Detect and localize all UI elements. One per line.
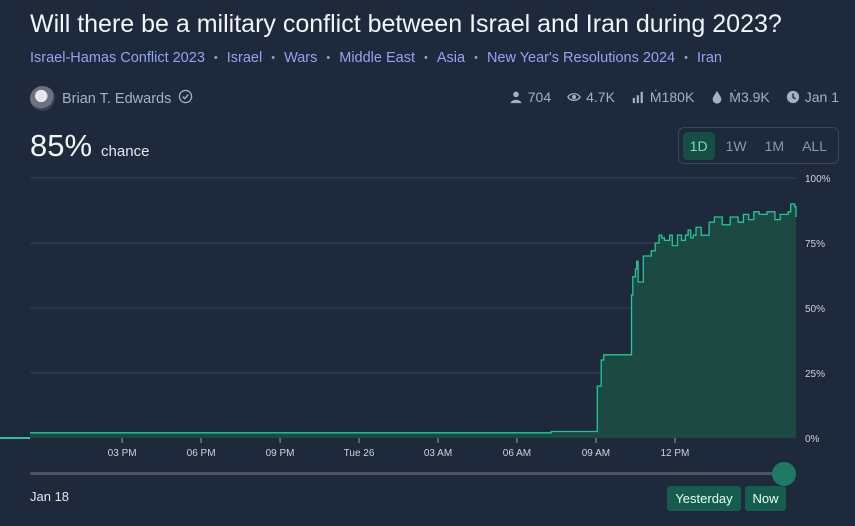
time-slider-track[interactable]: [30, 472, 782, 475]
time-range-selector: 1D 1W 1M ALL: [677, 127, 839, 164]
x-tick-label: 03 PM: [108, 448, 137, 459]
tag-link[interactable]: Wars: [284, 50, 318, 66]
tag-separator: •: [271, 52, 276, 64]
user-icon: [510, 91, 521, 104]
eye-icon: [567, 93, 582, 101]
probability-label: chance: [101, 143, 150, 160]
probability-value: 85%: [30, 128, 93, 163]
yesterday-button[interactable]: Yesterday: [667, 486, 741, 511]
probability-display: 85% chance: [30, 128, 149, 164]
clock-icon: [786, 90, 799, 104]
droplet-icon: [712, 90, 722, 104]
volume-amount: Ṁ180K: [649, 89, 695, 105]
probability-chart[interactable]: 0% 25% 50% 75% 100% 03 PM 06 PM 09 PM Tue 26 03 A…: [0, 170, 855, 470]
tag-link[interactable]: Asia: [436, 50, 466, 66]
x-tick-label: 09 AM: [582, 448, 610, 459]
stats-bar: 704 4.7K Ṁ180K Ṁ3.9K: [509, 89, 839, 105]
tag-separator: •: [213, 52, 218, 64]
volume-stat: Ṁ180K: [631, 89, 694, 105]
y-tick-label: 50%: [805, 304, 825, 315]
traders-count: 704: [527, 89, 552, 105]
slider-start-date: Jan 18: [30, 489, 70, 504]
tag-separator: •: [474, 52, 478, 64]
chart-svg: 0% 25% 50% 75% 100% 03 PM 06 PM 09 PM Tue 26 03 A…: [0, 174, 831, 459]
x-tick-label: 06 AM: [503, 448, 531, 459]
liquidity-amount: Ṁ3.9K: [729, 89, 770, 105]
range-button-1m[interactable]: 1M: [764, 137, 785, 154]
probability-line: [30, 203, 797, 434]
market-title: Will there be a military conflict betwee…: [30, 10, 782, 38]
x-tick-label: Tue 26: [344, 448, 375, 459]
x-tick-label: 09 PM: [266, 448, 295, 459]
bar-chart-icon: [632, 91, 643, 104]
verified-check-icon: [178, 89, 193, 108]
author-row[interactable]: Brian T. Edwards: [30, 86, 193, 111]
x-tick-label: 12 PM: [660, 448, 689, 459]
y-tick-label: 25%: [805, 369, 825, 380]
tag-link[interactable]: Israel-Hamas Conflict 2023: [30, 50, 205, 66]
y-tick-label: 0%: [805, 434, 820, 445]
x-tick-label: 03 AM: [424, 448, 452, 459]
author-name[interactable]: Brian T. Edwards: [62, 90, 172, 107]
close-date-stat: Jan 1: [786, 89, 839, 105]
now-button[interactable]: Now: [745, 486, 786, 511]
avatar[interactable]: [30, 86, 55, 111]
tag-link[interactable]: New Year's Resolutions 2024: [486, 50, 676, 66]
range-button-all[interactable]: ALL: [802, 137, 827, 154]
views-stat: 4.7K: [567, 89, 615, 105]
probability-area: [30, 204, 796, 438]
tag-link[interactable]: Middle East: [339, 50, 415, 66]
liquidity-stat: Ṁ3.9K: [710, 89, 770, 105]
time-slider-handle[interactable]: [772, 462, 796, 486]
range-button-1w[interactable]: 1W: [725, 137, 747, 154]
tag-link[interactable]: Israel: [226, 50, 263, 66]
range-button-1d[interactable]: 1D: [682, 131, 715, 160]
tag-separator: •: [424, 52, 428, 64]
traders-stat[interactable]: 704: [509, 89, 551, 105]
tag-list: Israel-Hamas Conflict 2023 • Israel • Wars • M…: [30, 50, 722, 66]
y-tick-label: 100%: [805, 174, 831, 185]
y-tick-label: 75%: [805, 239, 825, 250]
tag-link[interactable]: Iran: [696, 50, 722, 66]
tag-separator: •: [684, 52, 688, 64]
x-tick-label: 06 PM: [187, 448, 216, 459]
tag-separator: •: [326, 52, 331, 64]
views-count: 4.7K: [586, 89, 615, 105]
close-date: Jan 1: [804, 89, 839, 105]
